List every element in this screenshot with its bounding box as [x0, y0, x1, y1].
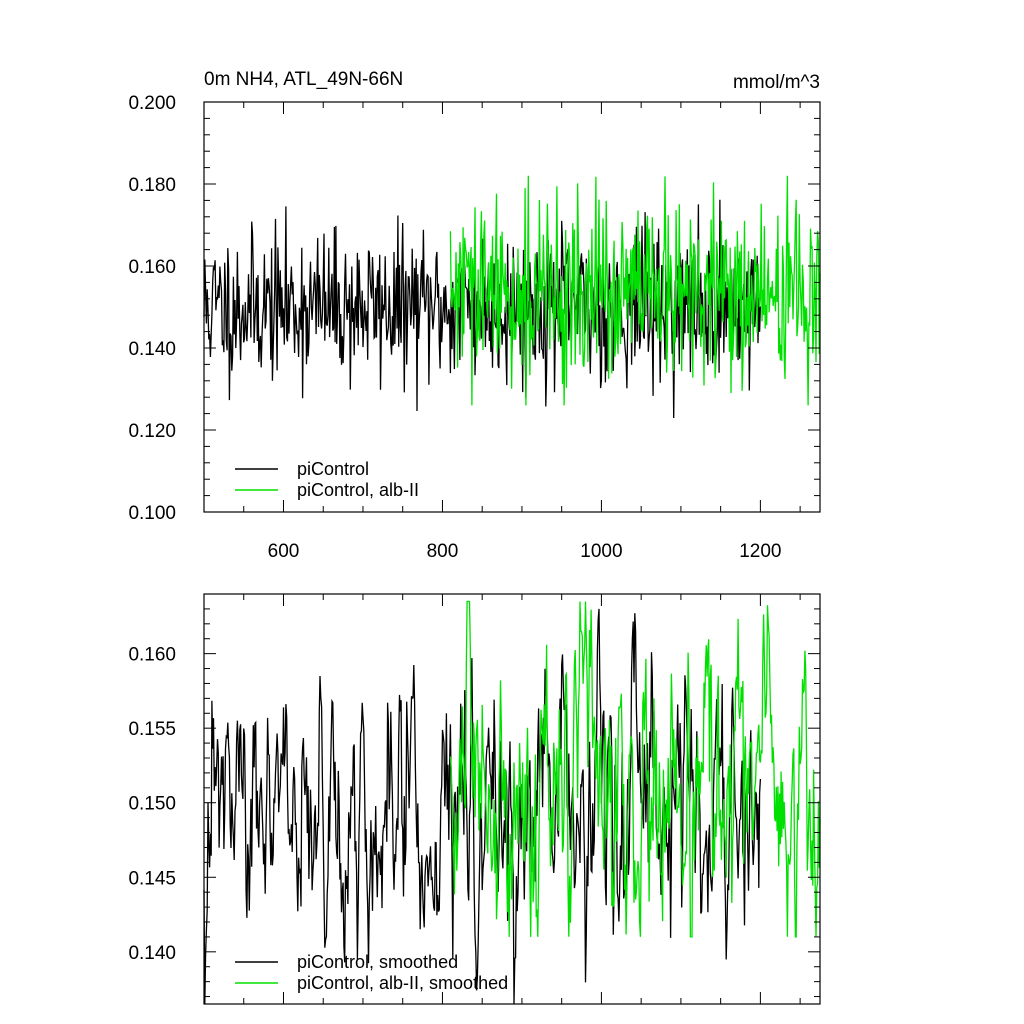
- x-tick-label-0: 600: [268, 541, 300, 562]
- x-tick-label-3: 1200: [739, 541, 781, 562]
- bottom-panel: 0.140 0.145 0.150 0.155 0.160 piControl, smo…: [128, 593, 821, 1005]
- plot-frame: [203, 593, 821, 1005]
- y-tick-label-0: 0.100: [128, 503, 176, 524]
- y-tick-label-5: 0.200: [128, 93, 176, 114]
- legend: piControl piControl, alb-II: [235, 459, 419, 500]
- y-tick-label-2: 0.150: [128, 794, 176, 815]
- y-tick-label-4: 0.180: [128, 175, 176, 196]
- y-tick-labels: 0.100 0.120 0.140 0.160 0.180 0.200: [128, 93, 176, 524]
- x-tick-label-2: 1000: [580, 541, 622, 562]
- legend: piControl, smoothed piControl, alb-II, s…: [235, 952, 508, 993]
- y-tick-labels: 0.140 0.145 0.150 0.155 0.160: [128, 645, 176, 964]
- plot-frame: [203, 101, 821, 513]
- y-tick-label-0: 0.140: [128, 943, 176, 964]
- series-group: [203, 175, 821, 419]
- x-tick-labels: 600 800 1000 1200: [268, 541, 782, 562]
- legend-label-alb-ii-smoothed: piControl, alb-II, smoothed: [297, 973, 508, 993]
- y-tick-label-2: 0.140: [128, 339, 176, 360]
- legend-label-picontrol-smoothed: piControl, smoothed: [297, 952, 458, 972]
- series-line-1: [449, 600, 821, 938]
- chart-title: 0m NH4, ATL_49N-66N: [204, 69, 403, 90]
- y-tick-label-1: 0.145: [128, 868, 176, 889]
- series-group: [203, 600, 821, 1005]
- x-tick-label-1: 800: [427, 541, 459, 562]
- legend-label-alb-ii: piControl, alb-II: [297, 480, 419, 500]
- y-tick-label-4: 0.160: [128, 645, 176, 666]
- units-label: mmol/m^3: [733, 72, 820, 93]
- y-tick-label-3: 0.155: [128, 719, 176, 740]
- axis-ticks: [203, 593, 820, 1004]
- legend-label-picontrol: piControl: [297, 459, 369, 479]
- series-line-1: [449, 175, 821, 406]
- top-panel: 0m NH4, ATL_49N-66N mmol/m^3 0.1000.1200…: [128, 69, 821, 562]
- y-tick-label-3: 0.160: [128, 257, 176, 278]
- series-line-0: [203, 608, 762, 1005]
- y-tick-label-1: 0.120: [128, 421, 176, 442]
